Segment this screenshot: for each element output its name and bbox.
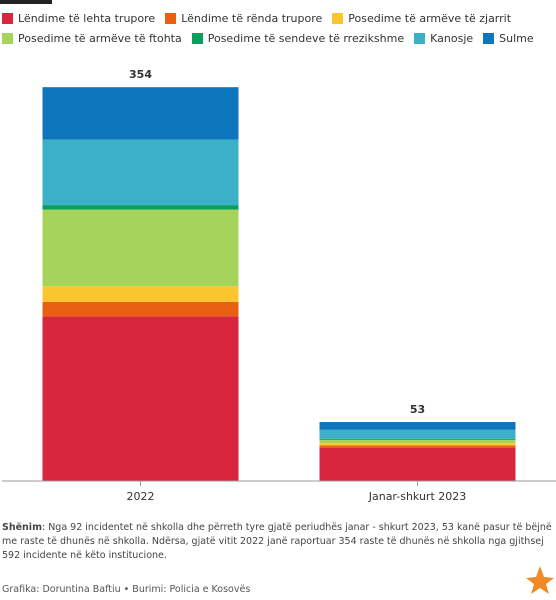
legend-swatch xyxy=(483,33,495,44)
bar-segment xyxy=(42,205,239,210)
legend-label: Kanosje xyxy=(430,32,474,45)
bar-segment xyxy=(319,429,516,439)
bar-segment xyxy=(42,316,239,481)
legend-item: Kanosje xyxy=(414,32,473,45)
note-text: : Nga 92 incidentet në shkolla dhe përre… xyxy=(2,522,552,561)
x-tick-label: 2022 xyxy=(127,490,155,503)
legend-item: Posedime të sendeve të rrezikshme xyxy=(191,32,405,45)
legend-label: Lëndime të lehta trupore xyxy=(18,12,156,25)
legend-swatch xyxy=(2,13,13,24)
total-label: 53 xyxy=(410,403,425,416)
legend-item: Lëndime të lehta trupore xyxy=(2,12,155,25)
legend-label: Lëndime të rënda trupore xyxy=(181,12,323,25)
bar-segment xyxy=(42,139,239,206)
legend-swatch xyxy=(332,13,344,24)
legend-item: Posedime të armëve të ftohta xyxy=(2,32,182,45)
bar-segment xyxy=(319,445,516,448)
total-label: 354 xyxy=(129,68,152,81)
top-bar xyxy=(0,0,52,4)
bar-segment xyxy=(42,301,239,317)
bar-segment xyxy=(42,209,239,287)
legend-label: Sulme xyxy=(499,32,534,45)
legend-swatch xyxy=(191,33,203,44)
bar-segment xyxy=(319,443,516,446)
legend-label: Posedime të sendeve të rrezikshme xyxy=(207,32,405,45)
legend: Lëndime të lehta trupore Lëndime të rënda… xyxy=(2,12,554,45)
legend-item: Lëndime të rënda trupore xyxy=(165,12,322,25)
bar-segment xyxy=(319,438,516,440)
x-tick-label: Janar-shkurt 2023 xyxy=(368,490,467,503)
bar-segment xyxy=(42,87,239,140)
legend-label: Posedime të armëve të zjarrit xyxy=(348,12,512,25)
bar-segment xyxy=(319,439,516,444)
bar-segment xyxy=(42,286,239,302)
legend-item: Posedime të armëve të zjarrit xyxy=(332,12,511,25)
legend-swatch xyxy=(2,33,13,44)
source: Grafika: Doruntina Baftiu • Burimi: Poli… xyxy=(2,584,251,595)
legend-item: Sulme xyxy=(483,32,534,45)
note: Shënim: Nga 92 incidentet në shkolla dhe… xyxy=(2,521,554,563)
legend-label: Posedime të armëve të ftohta xyxy=(18,32,182,45)
legend-swatch xyxy=(165,13,177,24)
logo xyxy=(526,566,554,594)
legend-swatch xyxy=(414,33,426,44)
note-label: Shënim xyxy=(2,522,42,533)
bar-segment xyxy=(319,422,516,430)
bar-segment xyxy=(319,447,516,481)
